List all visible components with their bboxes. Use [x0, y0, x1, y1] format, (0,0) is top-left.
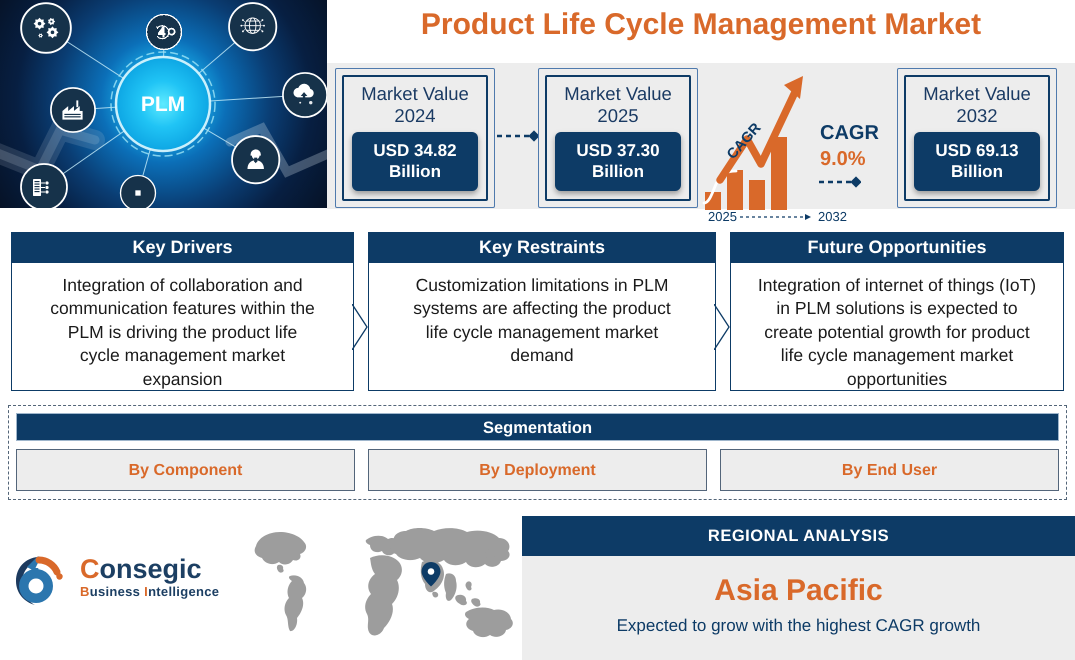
svg-text:2032: 2032 — [818, 209, 847, 222]
svg-text:2025: 2025 — [708, 209, 737, 222]
